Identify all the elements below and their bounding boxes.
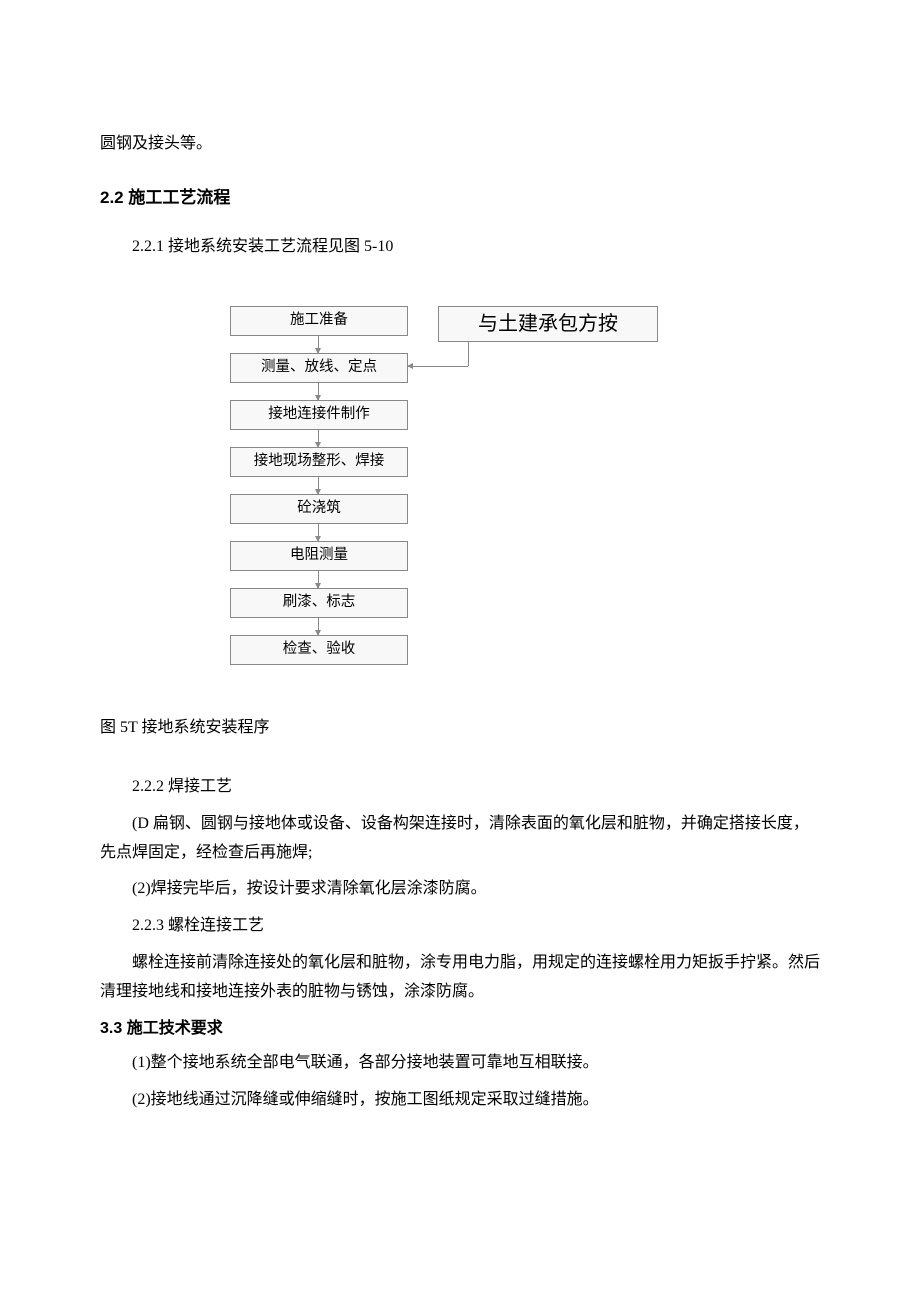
figure-caption: 图 5T 接地系统安装程序 — [100, 714, 820, 743]
flow-node-7: 检查、验收 — [230, 635, 408, 665]
flow-arrow-down-6 — [318, 617, 319, 635]
flow-arrow-down-1 — [318, 382, 319, 400]
flow-node-4: 砼浇筑 — [230, 494, 408, 524]
paragraph-d: (D 扁钢、圆钢与接地体或设备、设备构架连接时，清除表面的氧化层和脏物，并确定搭… — [100, 810, 820, 868]
paragraph-2.2.1: 2.2.1 接地系统安装工艺流程见图 5-10 — [100, 233, 820, 262]
flow-arrow-down-3 — [318, 476, 319, 494]
flow-node-6: 刷漆、标志 — [230, 588, 408, 618]
flow-node-3: 接地现场整形、焊接 — [230, 447, 408, 477]
flow-node-0: 施工准备 — [230, 306, 408, 336]
paragraph-3-1: (1)整个接地系统全部电气联通，各部分接地装置可靠地互相联接。 — [100, 1049, 820, 1078]
flow-node-2: 接地连接件制作 — [230, 400, 408, 430]
heading-2.2: 2.2 施工工艺流程 — [100, 183, 820, 214]
flow-connector-vert — [468, 342, 469, 366]
paragraph-bolt: 螺栓连接前清除连接处的氧化层和脏物，涂专用电力脂，用规定的连接螺栓用力矩扳手拧紧… — [100, 949, 820, 1007]
flow-arrow-down-2 — [318, 429, 319, 447]
flow-node-5: 电阻测量 — [230, 541, 408, 571]
paragraph-3-2: (2)接地线通过沉降缝或伸缩缝时，按施工图纸规定采取过缝措施。 — [100, 1086, 820, 1115]
flow-arrow-down-0 — [318, 335, 319, 353]
flow-node-1: 测量、放线、定点 — [230, 353, 408, 383]
flow-connector-horiz — [408, 366, 468, 367]
paragraph-2.2.3: 2.2.3 螺栓连接工艺 — [100, 912, 820, 941]
heading-3.3: 3.3 施工技术要求 — [100, 1015, 820, 1044]
flow-arrow-down-4 — [318, 523, 319, 541]
paragraph-top: 圆钢及接头等。 — [100, 130, 820, 159]
flow-node-right: 与土建承包方按 — [438, 306, 658, 342]
flowchart: 施工准备测量、放线、定点接地连接件制作接地现场整形、焊接砼浇筑电阻测量刷漆、标志… — [230, 306, 710, 706]
flow-arrow-down-5 — [318, 570, 319, 588]
paragraph-2.2.2: 2.2.2 焊接工艺 — [100, 773, 820, 802]
paragraph-weld-2: (2)焊接完毕后，按设计要求清除氧化层涂漆防腐。 — [100, 875, 820, 904]
flowchart-container: 施工准备测量、放线、定点接地连接件制作接地现场整形、焊接砼浇筑电阻测量刷漆、标志… — [230, 306, 820, 706]
